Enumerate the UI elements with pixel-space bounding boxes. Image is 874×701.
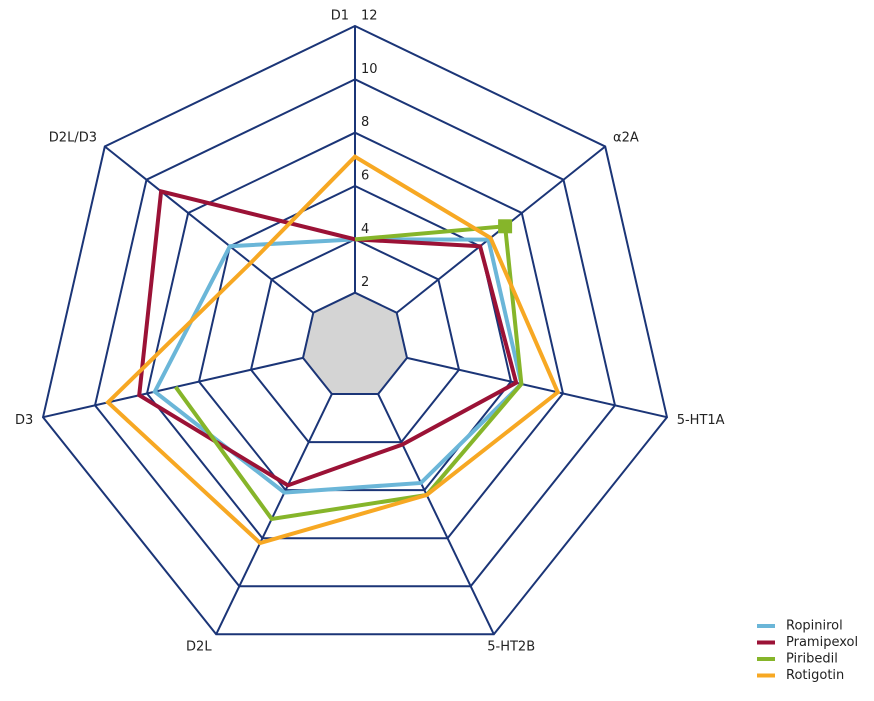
axis-line bbox=[104, 145, 314, 314]
series-line bbox=[152, 237, 524, 495]
series-line bbox=[137, 188, 519, 488]
r-tick-label: 2 bbox=[361, 275, 369, 290]
axis-line bbox=[377, 393, 495, 635]
inner-area bbox=[301, 291, 409, 396]
legend-label: Rotigotin bbox=[786, 668, 844, 683]
axis-line bbox=[406, 356, 668, 419]
axis-line bbox=[215, 393, 333, 635]
legend-label: Piribedil bbox=[786, 652, 838, 667]
legend-label: Ropinirol bbox=[786, 619, 843, 634]
grid-ring bbox=[145, 131, 565, 540]
axis-label: 5-HT2B bbox=[487, 639, 535, 654]
axis-label: α2A bbox=[613, 130, 639, 145]
axis-label: 5-HT1A bbox=[677, 413, 725, 428]
r-tick-label: 10 bbox=[361, 62, 378, 77]
axis-label: D1 bbox=[331, 9, 349, 24]
axis-line bbox=[42, 356, 304, 419]
grid-ring bbox=[249, 238, 461, 444]
series-line bbox=[105, 154, 561, 546]
axis-label: D3 bbox=[15, 413, 33, 428]
grid-ring bbox=[41, 24, 669, 636]
grid-ring bbox=[93, 78, 617, 588]
axis-label: D2L/D3 bbox=[49, 130, 97, 145]
series-line bbox=[173, 224, 524, 522]
legend-label: Pramipexol bbox=[786, 635, 858, 650]
r-tick-label: 12 bbox=[361, 9, 378, 24]
r-tick-label: 6 bbox=[361, 169, 369, 184]
point-marker bbox=[498, 219, 513, 234]
r-tick-label: 4 bbox=[361, 222, 369, 237]
axis-label: D2L bbox=[186, 639, 212, 654]
r-tick-label: 8 bbox=[361, 115, 369, 130]
